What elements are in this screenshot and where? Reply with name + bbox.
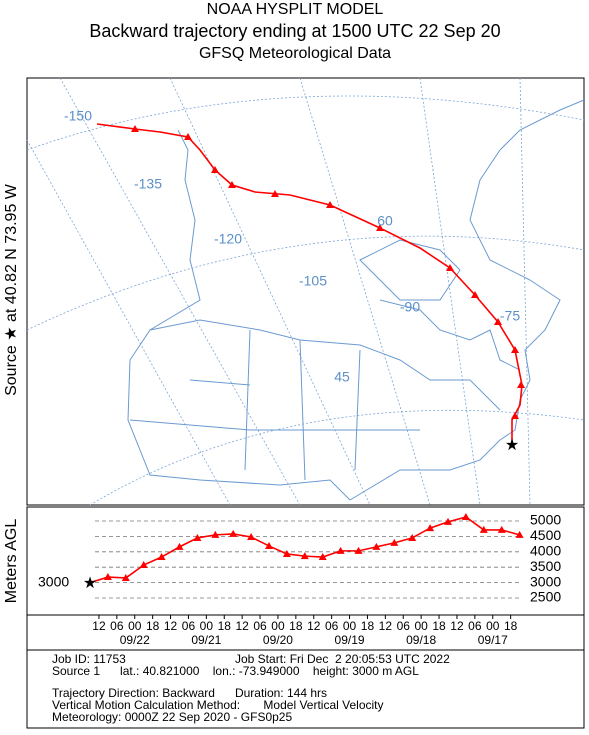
grid-label: -135 bbox=[134, 176, 162, 192]
height-marker bbox=[497, 525, 506, 533]
start-star: ★ bbox=[83, 575, 97, 592]
job-id: Job ID: 11753 bbox=[52, 652, 126, 666]
x-tick-label: 12 bbox=[379, 619, 393, 633]
date-label: 09/17 bbox=[478, 633, 508, 647]
trajectory-markers bbox=[131, 125, 525, 419]
height-marker bbox=[121, 573, 130, 581]
x-tick-label: 06 bbox=[468, 619, 482, 633]
height-marker bbox=[318, 553, 327, 561]
x-tick-label: 18 bbox=[218, 619, 232, 633]
x-tick-label: 18 bbox=[361, 619, 375, 633]
height-marker bbox=[139, 561, 148, 569]
grid-label: 60 bbox=[377, 213, 393, 229]
height-marker bbox=[354, 546, 363, 554]
height-marker bbox=[247, 533, 256, 541]
date-label: 09/20 bbox=[263, 633, 293, 647]
height-marker bbox=[229, 529, 238, 537]
height-marker bbox=[408, 533, 417, 541]
x-tick-label: 06 bbox=[397, 619, 411, 633]
height-marker bbox=[479, 525, 488, 533]
height-marker bbox=[461, 512, 470, 520]
y-tick-label: 3000 bbox=[530, 573, 561, 589]
height-marker bbox=[265, 541, 273, 549]
grid-label: -105 bbox=[299, 273, 327, 289]
x-tick-label: 00 bbox=[486, 619, 500, 633]
height-marker bbox=[282, 549, 291, 557]
x-tick-label: 12 bbox=[164, 619, 178, 633]
title-line1: NOAA HYSPLIT MODEL bbox=[207, 1, 384, 18]
source-star: ★ bbox=[505, 437, 519, 454]
date-label: 09/18 bbox=[406, 633, 436, 647]
height-marker bbox=[336, 546, 345, 554]
height-marker bbox=[444, 517, 452, 525]
x-tick-label: 00 bbox=[343, 619, 357, 633]
x-tick-label: 06 bbox=[110, 619, 124, 633]
y-axis-label: Meters AGL bbox=[3, 519, 20, 604]
x-tick-label: 06 bbox=[325, 619, 339, 633]
y-tick-label: 3500 bbox=[530, 558, 561, 574]
height-frame bbox=[26, 506, 585, 616]
x-tick-label: 00 bbox=[200, 619, 214, 633]
x-tick-label: 12 bbox=[450, 619, 464, 633]
date-label: 09/19 bbox=[335, 633, 365, 647]
x-tick-label: 12 bbox=[235, 619, 249, 633]
height-marker bbox=[103, 573, 112, 581]
grid-label: -150 bbox=[64, 108, 92, 124]
x-tick-label: 18 bbox=[289, 619, 303, 633]
height-marker bbox=[372, 542, 381, 550]
y-tick-label: 4500 bbox=[530, 527, 561, 543]
y-tick-label: 5000 bbox=[530, 512, 561, 528]
x-tick-label: 00 bbox=[414, 619, 428, 633]
title-line2: Backward trajectory ending at 1500 UTC 2… bbox=[89, 21, 500, 41]
footer-frame bbox=[26, 649, 585, 729]
x-tick-label: 06 bbox=[253, 619, 267, 633]
height-marker bbox=[175, 542, 184, 550]
grid-label: -90 bbox=[400, 299, 420, 315]
source-label: Source ★ at 40.82 N 73.95 W bbox=[3, 183, 20, 396]
height-marker bbox=[515, 530, 524, 538]
vertical-method: Vertical Motion Calculation Method: Mode… bbox=[52, 698, 384, 712]
x-tick-label: 18 bbox=[432, 619, 446, 633]
date-label: 09/22 bbox=[120, 633, 150, 647]
map-frame bbox=[26, 77, 585, 506]
coastlines bbox=[127, 99, 585, 501]
x-tick-label: 12 bbox=[307, 619, 321, 633]
grid-label: 45 bbox=[334, 369, 350, 385]
x-tick-label: 12 bbox=[92, 619, 106, 633]
start-height-label: 3000 bbox=[38, 573, 69, 589]
title-line3: GFSQ Meteorological Data bbox=[199, 45, 391, 62]
height-marker bbox=[193, 533, 202, 541]
height-marker bbox=[157, 553, 166, 561]
y-tick-label: 2500 bbox=[530, 589, 561, 605]
x-tick-label: 06 bbox=[182, 619, 196, 633]
x-tick-label: 18 bbox=[146, 619, 160, 633]
x-tick-label: 00 bbox=[128, 619, 142, 633]
direction: Trajectory Direction: Backward Duration:… bbox=[52, 686, 327, 700]
height-marker bbox=[426, 524, 435, 532]
height-marker bbox=[211, 530, 220, 538]
job-start: Job Start: Fri Dec 2 20:05:53 UTC 2022 bbox=[235, 652, 450, 666]
graticule bbox=[26, 77, 585, 506]
x-tick-label: 18 bbox=[504, 619, 518, 633]
height-marker bbox=[300, 552, 309, 560]
y-tick-label: 4000 bbox=[530, 543, 561, 559]
height-marker bbox=[390, 538, 399, 546]
meteorology: Meteorology: 0000Z 22 Sep 2020 - GFS0p25 bbox=[52, 710, 292, 724]
source-info: Source 1 lat.: 40.821000 lon.: -73.94900… bbox=[52, 664, 419, 678]
grid-label: -120 bbox=[214, 231, 242, 247]
grid-label: -75 bbox=[500, 308, 520, 324]
x-tick-label: 00 bbox=[271, 619, 285, 633]
date-label: 09/21 bbox=[191, 633, 221, 647]
